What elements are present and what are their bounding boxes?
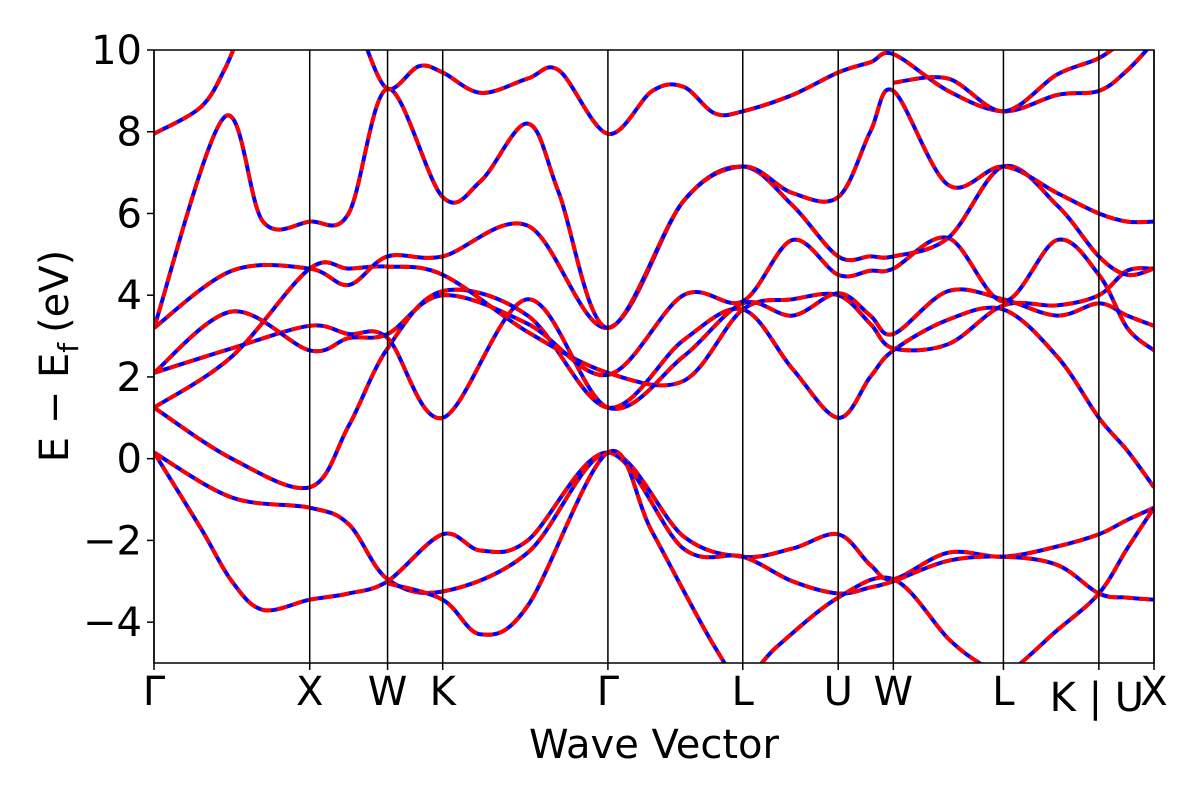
bands-group xyxy=(154,50,1154,663)
y-axis-title-sub: f xyxy=(52,342,85,353)
x-tick-label-6: U xyxy=(824,669,853,715)
x-tick-label-10: X xyxy=(1140,669,1167,715)
y-tick-label-1: −2 xyxy=(83,518,142,564)
y-tick-label-6: 8 xyxy=(117,110,142,156)
band-1-red xyxy=(154,450,1154,596)
y-axis-title-unit: (eV) xyxy=(32,250,78,333)
y-tick-label-3: 2 xyxy=(117,355,142,401)
band-2-red xyxy=(154,450,1154,613)
band-3-red xyxy=(387,448,1154,663)
y-tick-label-5: 6 xyxy=(117,191,142,237)
band-11-red xyxy=(365,50,1150,136)
band-10-red xyxy=(154,50,236,136)
band-7-red xyxy=(154,235,1154,378)
x-tick-label-1: X xyxy=(296,669,323,715)
x-tick-label-2: W xyxy=(368,669,408,715)
y-axis-title-main: E − E xyxy=(32,353,78,463)
x-tick-label-3: K xyxy=(430,669,458,715)
y-tick-label-2: 0 xyxy=(117,437,142,483)
band-12-red xyxy=(893,50,1115,114)
y-tick-label-4: 4 xyxy=(117,273,142,319)
plot-background xyxy=(154,50,1154,663)
x-tick-label-9: K | U xyxy=(1050,675,1144,721)
x-tick-label-0: Γ xyxy=(143,669,166,715)
x-axis-title: Wave Vector xyxy=(529,722,780,768)
y-tick-label-0: −4 xyxy=(83,600,142,646)
x-tick-label-5: L xyxy=(732,669,755,715)
band-6-red xyxy=(154,287,1154,420)
x-tick-label-8: L xyxy=(992,669,1015,715)
y-axis-title: E − Ef (eV) xyxy=(32,250,85,463)
x-tick-label-4: Γ xyxy=(597,669,620,715)
y-axis-ticks: −4 −2 0 2 4 6 8 10 xyxy=(83,28,154,646)
x-tick-label-7: W xyxy=(874,669,914,715)
y-tick-label-7: 10 xyxy=(91,28,142,74)
plot-frame xyxy=(153,49,1155,664)
band-5-red xyxy=(154,260,1154,410)
